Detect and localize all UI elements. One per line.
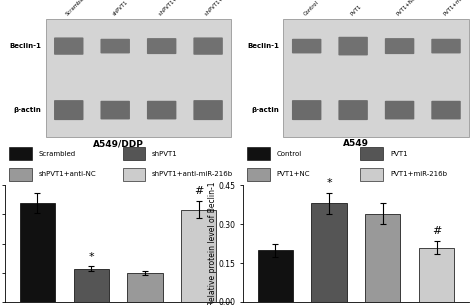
FancyBboxPatch shape xyxy=(247,168,270,181)
FancyBboxPatch shape xyxy=(54,38,83,55)
Text: β-actin: β-actin xyxy=(13,107,41,113)
Bar xyxy=(419,247,455,302)
Text: shPVT1+ anti-miR-216b: shPVT1+ anti-miR-216b xyxy=(205,0,253,17)
Bar xyxy=(128,273,163,302)
Text: *: * xyxy=(326,178,332,188)
Text: PVT1+NC: PVT1+NC xyxy=(277,171,310,177)
FancyBboxPatch shape xyxy=(361,168,383,181)
FancyBboxPatch shape xyxy=(292,100,321,120)
FancyBboxPatch shape xyxy=(338,37,368,56)
Text: Scrambled: Scrambled xyxy=(39,151,76,157)
Bar xyxy=(46,20,231,137)
FancyBboxPatch shape xyxy=(100,39,130,53)
Text: Beclin-1: Beclin-1 xyxy=(9,43,41,49)
Text: PVT1+miR-216b: PVT1+miR-216b xyxy=(443,0,474,17)
Bar xyxy=(257,250,292,302)
FancyBboxPatch shape xyxy=(54,100,83,120)
Text: #: # xyxy=(432,226,442,236)
Text: shPVT1: shPVT1 xyxy=(152,151,178,157)
FancyBboxPatch shape xyxy=(385,38,414,54)
Bar xyxy=(182,210,217,302)
FancyBboxPatch shape xyxy=(247,147,270,160)
Text: Scrambled: Scrambled xyxy=(65,0,89,17)
FancyBboxPatch shape xyxy=(338,100,368,120)
FancyBboxPatch shape xyxy=(9,168,32,181)
Text: #: # xyxy=(194,186,204,196)
FancyBboxPatch shape xyxy=(193,100,223,120)
Bar xyxy=(283,20,469,137)
Text: β-actin: β-actin xyxy=(251,107,279,113)
Text: A549: A549 xyxy=(343,139,369,149)
Bar xyxy=(365,214,401,302)
FancyBboxPatch shape xyxy=(292,39,321,53)
Text: Beclin-1: Beclin-1 xyxy=(247,43,279,49)
FancyBboxPatch shape xyxy=(9,147,32,160)
FancyBboxPatch shape xyxy=(431,39,461,53)
Text: Control: Control xyxy=(303,0,320,17)
FancyBboxPatch shape xyxy=(147,101,176,120)
Bar xyxy=(311,203,346,302)
FancyBboxPatch shape xyxy=(123,168,145,181)
Text: Control: Control xyxy=(277,151,302,157)
FancyBboxPatch shape xyxy=(147,38,176,54)
Text: shPVT1+ anti-NC: shPVT1+ anti-NC xyxy=(158,0,194,17)
Text: PVT1: PVT1 xyxy=(350,4,363,17)
FancyBboxPatch shape xyxy=(361,147,383,160)
Text: A549/DDP: A549/DDP xyxy=(92,139,144,149)
Text: shPVT1+anti-miR-216b: shPVT1+anti-miR-216b xyxy=(152,171,233,177)
Bar xyxy=(73,269,109,302)
Text: shPVT1: shPVT1 xyxy=(112,0,129,17)
Text: PVT1+NC: PVT1+NC xyxy=(396,0,418,17)
Text: PVT1+miR-216b: PVT1+miR-216b xyxy=(390,171,447,177)
FancyBboxPatch shape xyxy=(385,101,414,120)
Y-axis label: Relative protein level of Beclin-1: Relative protein level of Beclin-1 xyxy=(208,181,217,305)
FancyBboxPatch shape xyxy=(100,101,130,120)
FancyBboxPatch shape xyxy=(123,147,145,160)
Text: PVT1: PVT1 xyxy=(390,151,408,157)
FancyBboxPatch shape xyxy=(193,38,223,55)
Text: *: * xyxy=(88,252,94,262)
Text: shPVT1+anti-NC: shPVT1+anti-NC xyxy=(39,171,96,177)
Bar xyxy=(19,203,55,302)
FancyBboxPatch shape xyxy=(431,101,461,120)
